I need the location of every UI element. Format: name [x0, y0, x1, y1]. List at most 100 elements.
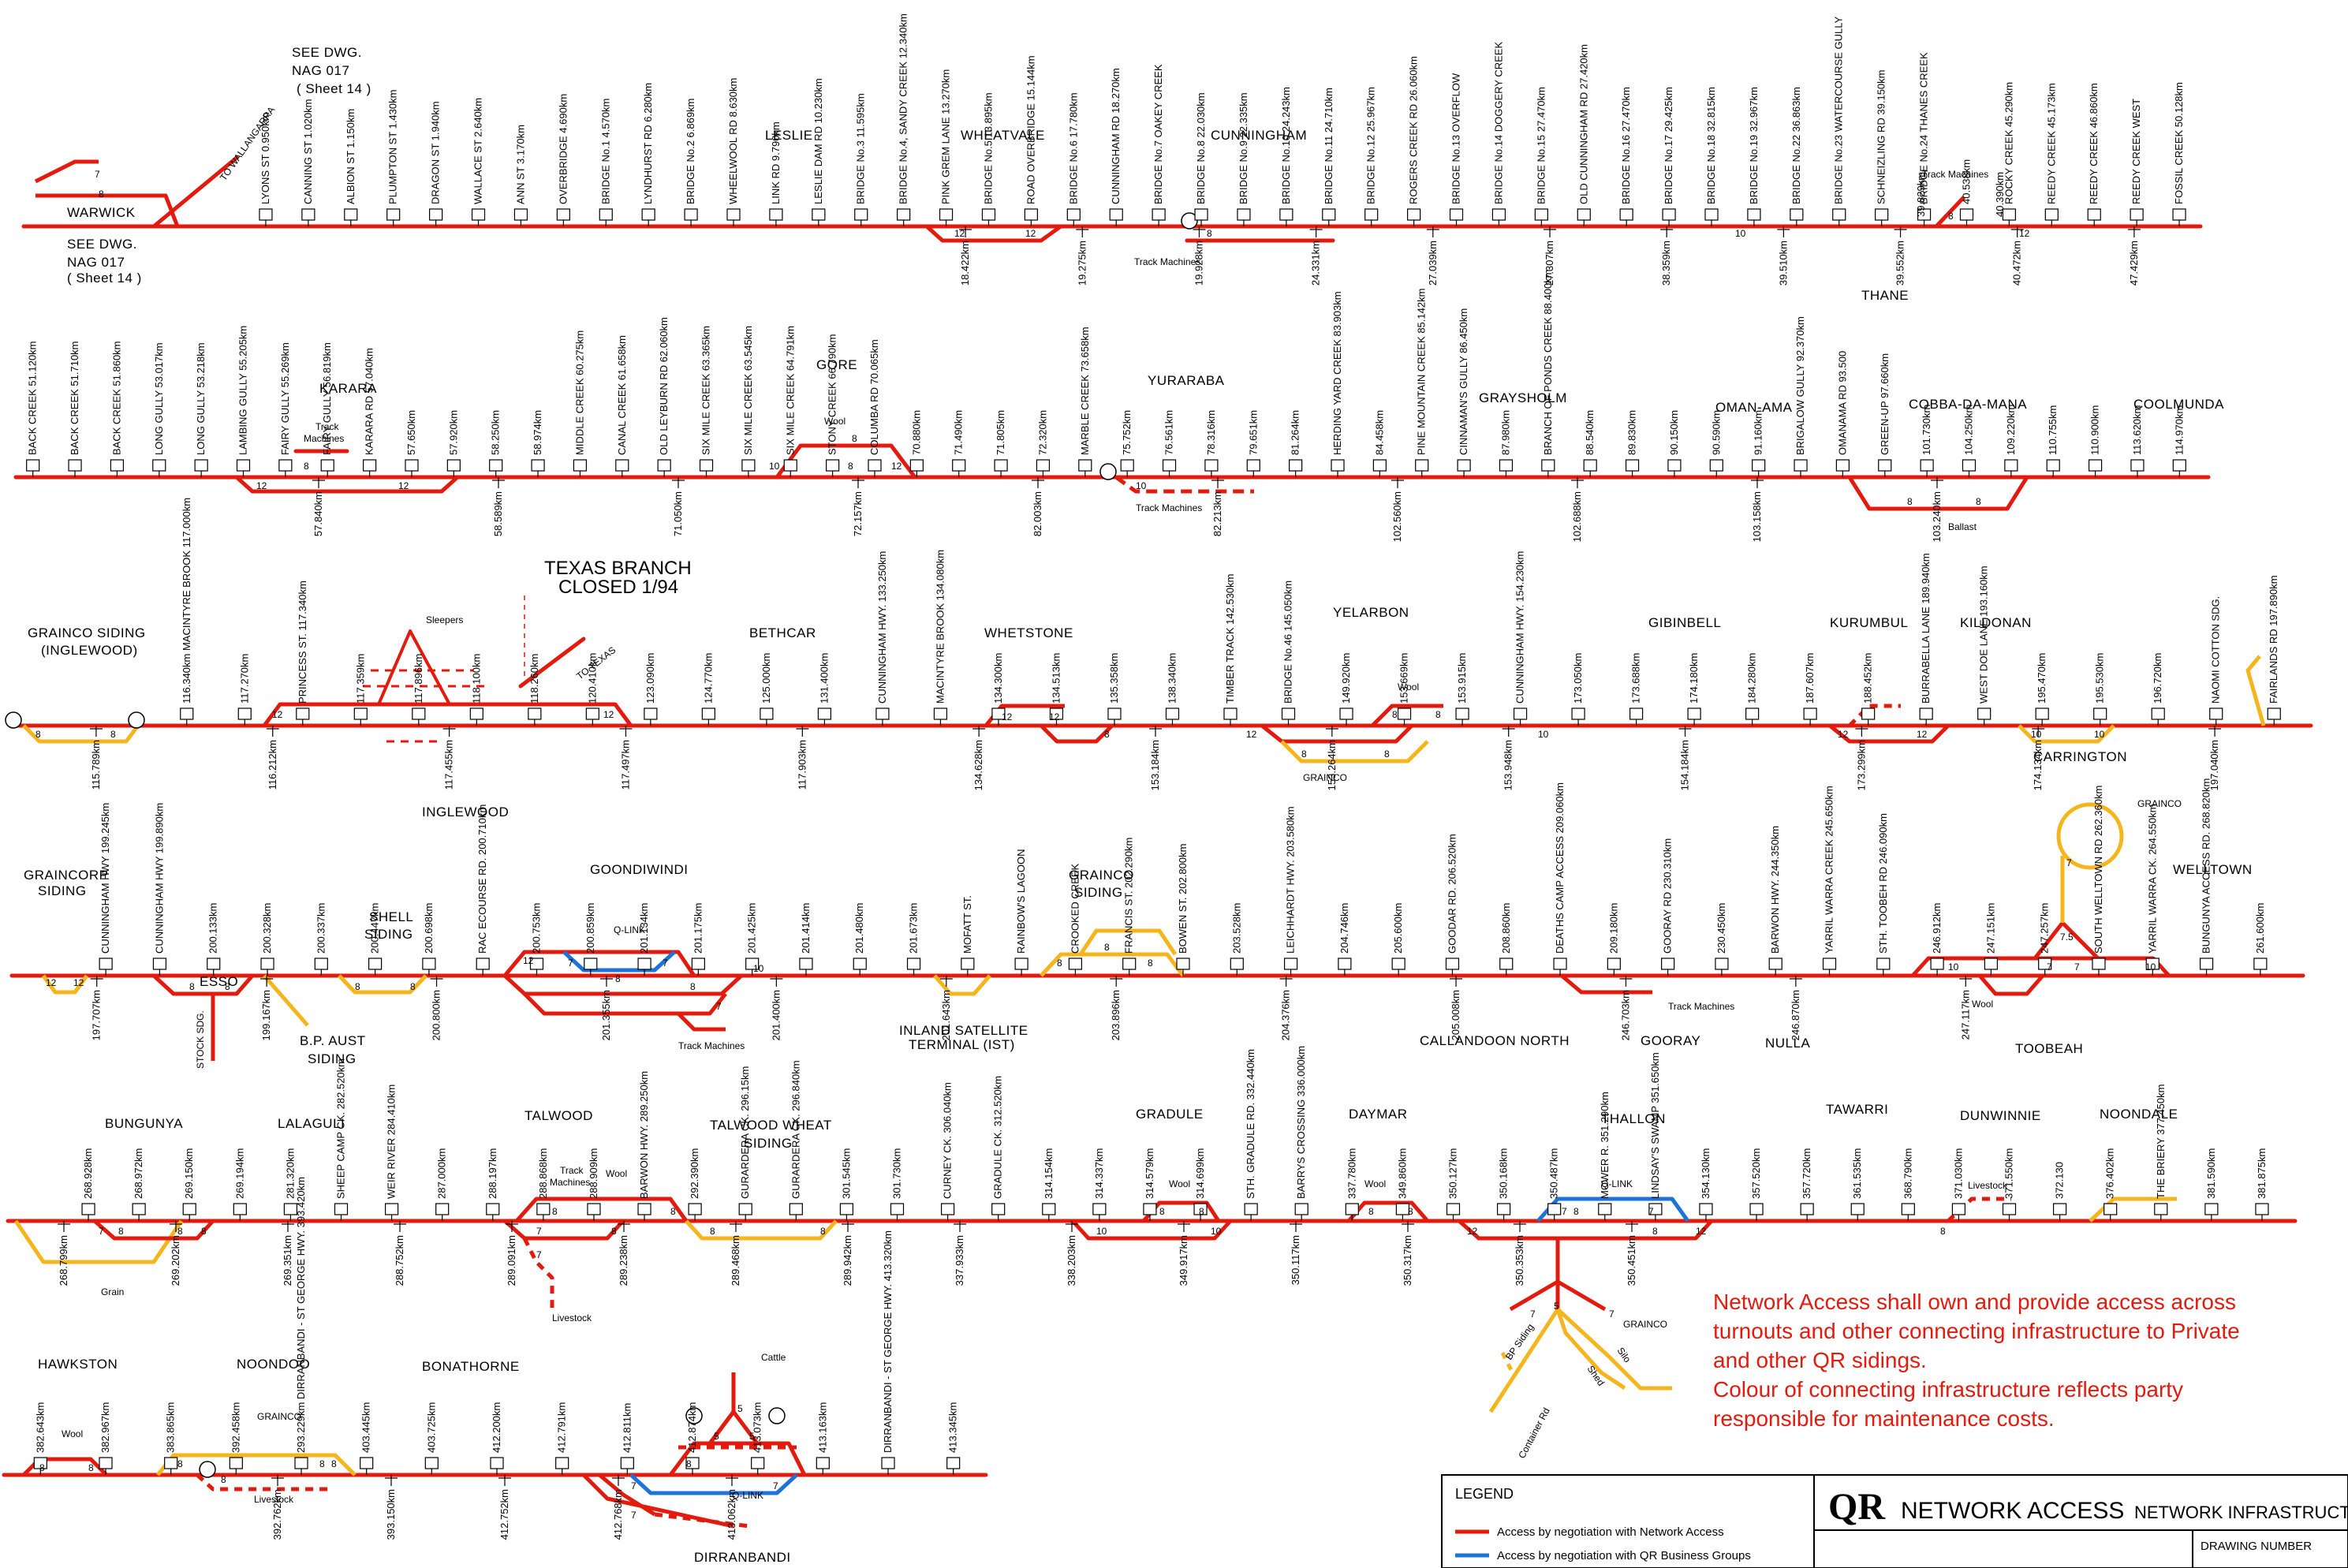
- row1-feature-label: DRAGON ST 1.940km: [430, 101, 442, 204]
- ref-see-dwg-bot: SEE DWG.: [67, 237, 137, 252]
- row1-feature-label: REEDY CREEK 46.860km: [2088, 83, 2100, 204]
- label-track-machines-r4b: Track Machines: [1668, 1001, 1734, 1012]
- row3-feature-label: CUNNINGHAM HWY. 133.250km: [876, 551, 888, 704]
- station-daymar: DAYMAR: [1349, 1107, 1407, 1122]
- row6-feature-label: 392.458km: [230, 1402, 241, 1453]
- noondoo-grainco: [156, 1453, 356, 1477]
- thallon-grainco-1: [1556, 1308, 1672, 1391]
- station-shell: SHELL: [369, 909, 413, 924]
- row4-feature-label: 200.698km: [423, 903, 435, 954]
- row2-below-label: 82.003km: [1032, 491, 1043, 536]
- row5-feature-marker: [940, 1203, 955, 1215]
- row2-feature-marker: [489, 459, 503, 472]
- row5-feature-label: THE BRIERY 377.450km: [2155, 1085, 2167, 1199]
- row5-feature-marker: [789, 1203, 803, 1215]
- dirranbandi-1: [582, 1473, 734, 1529]
- row4-feature-marker: [2199, 958, 2214, 970]
- row5-feature-label: 314.579km: [1144, 1148, 1155, 1199]
- row3-feature-label: TIMBER TRACK 142.530km: [1224, 574, 1236, 704]
- row4-below-label: 246.703km: [1619, 990, 1631, 1040]
- label-wool-r5b: Wool: [1169, 1178, 1190, 1189]
- note-line-4: Colour of connecting infrastructure refl…: [1713, 1377, 2183, 1402]
- row5-below-label: 349.917km: [1178, 1235, 1189, 1286]
- row5-feature-label: 381.875km: [2256, 1148, 2268, 1199]
- turnout-number: 8: [201, 1226, 207, 1237]
- row4-feature-marker: [1768, 958, 1782, 970]
- station-hawkston: HAWKSTON: [38, 1357, 118, 1372]
- row4-feature-label: 200.447km: [369, 903, 381, 954]
- row3-feature-marker: [2151, 707, 2165, 720]
- row1-feature-label: BRIDGE No.12 25.967km: [1365, 87, 1377, 204]
- row5-feature-marker: [1042, 1203, 1056, 1215]
- row4-feature-label: CUNNINGHAM HWY 199.890km: [153, 803, 165, 954]
- row4-feature-marker: [1499, 958, 1514, 970]
- row1-feature-marker: [471, 208, 486, 221]
- graincorp-siding: [41, 974, 89, 995]
- row2-feature-label: SIX MILE CREEK 64.791km: [784, 326, 796, 455]
- row5-feature-label: SHEEP CAMP CK. 282.520km: [335, 1058, 347, 1199]
- row3-feature-label: BURRABELLA LANE 189.940km: [1920, 553, 1932, 704]
- row1-feature-marker: [1407, 208, 1421, 221]
- row4-feature-label: 203.528km: [1230, 903, 1242, 954]
- row4-feature-marker: [961, 958, 975, 970]
- row3-feature-marker: [1107, 707, 1122, 720]
- label-cattle: Cattle: [761, 1352, 786, 1363]
- row5-feature-label: 288.909km: [588, 1148, 599, 1199]
- turnout-number: 7: [99, 1226, 104, 1237]
- station-shell-siding: SIDING: [364, 927, 413, 942]
- row5-feature-marker: [1294, 1203, 1308, 1215]
- row4-feature-label: 201.673km: [908, 903, 920, 954]
- row4-feature-marker: [99, 958, 113, 970]
- row5-feature-marker: [2255, 1203, 2269, 1215]
- row2-feature-marker: [236, 459, 251, 472]
- row3-feature-marker: [1571, 707, 1585, 720]
- row1-feature-label: ROGERS CREEK RD 26.060km: [1408, 56, 1420, 204]
- row4-below-label: 203.896km: [1110, 990, 1122, 1040]
- row3-below-label: 153.184km: [1149, 740, 1161, 790]
- row6-feature-label: 382.967km: [99, 1402, 111, 1453]
- row5-feature-label: 361.535km: [1851, 1148, 1863, 1199]
- row4-feature-label: RAINBOW'S LAGOON: [1015, 849, 1027, 954]
- station-callandoon-north: CALLANDOON NORTH: [1420, 1033, 1570, 1048]
- row3-feature-marker: [1397, 707, 1412, 720]
- row2-feature-marker: [994, 459, 1008, 472]
- row2-feature-label: OLD LEYBURN RD 62.060km: [658, 317, 670, 455]
- label-grainco-r3: GRAINCO: [1303, 772, 1347, 783]
- row3-feature-marker: [1281, 707, 1296, 720]
- row2-feature-marker: [2004, 459, 2018, 472]
- row1-feature-label: BRIDGE No.1 4.570km: [599, 99, 611, 204]
- row3-feature-label: PRINCESS ST. 117.340km: [297, 581, 308, 704]
- row4-feature-marker: [314, 958, 328, 970]
- row4-feature-marker: [1068, 958, 1083, 970]
- legend-title: LEGEND: [1455, 1486, 1514, 1502]
- crossing-marker: [5, 711, 22, 729]
- row2-feature-marker: [1457, 459, 1471, 472]
- row1-feature-marker: [939, 208, 954, 221]
- turnout-number: 8: [410, 981, 416, 992]
- row5-feature-marker: [991, 1203, 1006, 1215]
- row1-feature-label: REEDY CREEK WEST: [2130, 99, 2142, 204]
- turnout-number: 12: [954, 228, 965, 239]
- note-line-1: Network Access shall own and provide acc…: [1713, 1290, 2236, 1314]
- turnout-number: 10: [2031, 729, 2042, 740]
- row5-feature-marker: [1800, 1203, 1814, 1215]
- row1-feature-marker: [386, 208, 401, 221]
- row2-feature-label: 87.980km: [1499, 410, 1511, 455]
- thallon-wye: [1509, 1279, 1607, 1312]
- label-stock-sdg: STOCK SDG.: [195, 1010, 206, 1069]
- yelarbon-loop: [1260, 724, 1413, 744]
- row1-feature-marker: [2130, 208, 2144, 221]
- row1-feature-label: WALLACE ST 2.640km: [472, 98, 484, 204]
- crossing-marker: [1099, 463, 1117, 480]
- row1-feature-marker: [1875, 208, 1889, 221]
- goondiwindi-loop-3: [523, 992, 727, 1016]
- label-bp-siding: BP Siding: [1503, 1322, 1536, 1362]
- row4-feature-label: 201.134km: [638, 903, 650, 954]
- station-grainco-siding: GRAINCO SIDING: [28, 625, 146, 640]
- container-rd: [1488, 1308, 1560, 1413]
- note-line-3: and other QR sidings.: [1713, 1348, 1927, 1372]
- turnout-number: 8: [852, 433, 857, 444]
- row2-feature-label: HERDING YARD CREEK 83.903km: [1331, 291, 1343, 455]
- row2-feature-label: 76.561km: [1163, 410, 1175, 455]
- row4-feature-label: SOUTH WELLTOWN RD 262.360km: [2092, 786, 2104, 954]
